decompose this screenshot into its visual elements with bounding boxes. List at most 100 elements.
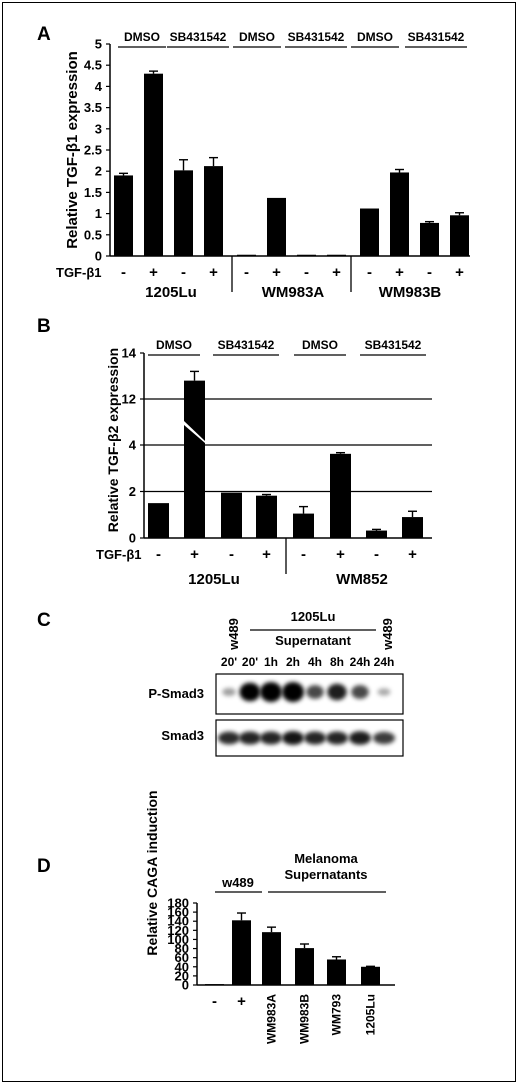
panel-letter-a: A — [37, 24, 51, 45]
panel-b-bar-lower — [184, 425, 205, 538]
panel-a-bar — [174, 170, 193, 256]
panel-d-category-label: 1205Lu — [364, 994, 378, 1035]
panel-a-bar — [237, 254, 256, 256]
panel-a-group-label: SB431542 — [170, 30, 227, 44]
panel-a-treatment-sign: - — [181, 264, 186, 281]
panel-b-bar — [330, 453, 351, 538]
panel-b-group-label: DMSO — [302, 338, 338, 352]
blot-band-smad3 — [218, 731, 240, 745]
blot-timepoint-label: 1h — [264, 655, 278, 669]
panel-b-treatment-sign: + — [408, 546, 417, 563]
panel-b-treatment-sign: - — [374, 546, 379, 563]
panel-a-bar — [297, 254, 316, 256]
panel-b-ytick-label: 4 — [129, 438, 137, 453]
blot-timepoint-label: 20' — [242, 655, 258, 669]
panel-d-ytick-label: 40 — [175, 959, 189, 974]
panel-b-treatment-sign: - — [156, 546, 161, 563]
panel-a-bar — [390, 172, 409, 256]
panel-b-cellline-label: 1205Lu — [188, 571, 240, 588]
blot-header-top: 1205Lu — [291, 609, 336, 624]
panel-b-bar-upper — [184, 380, 205, 441]
panel-a-treatment-sign: - — [121, 264, 126, 281]
panel-d-ytick-label: 0 — [182, 978, 189, 993]
panel-a-treatment-sign: + — [209, 264, 218, 281]
blot-timepoint-label: 20' — [221, 655, 237, 669]
panel-a-treatment-sign: + — [395, 264, 404, 281]
panel-d-group-melanoma: Melanoma Supernatants — [284, 851, 367, 882]
panel-d-ylabel: Relative CAGA induction — [144, 790, 160, 955]
panel-a-treatment-sign: + — [272, 264, 281, 281]
panel-b-bar — [221, 492, 242, 538]
blot-row-label-smad3: Smad3 — [161, 728, 204, 743]
panel-a-ytick-label: 1 — [95, 206, 102, 221]
panel-a-treatment-sign: - — [367, 264, 372, 281]
blot-band-psmad3 — [239, 682, 261, 702]
panel-b-group-label: DMSO — [156, 338, 192, 352]
blot-band-psmad3 — [377, 688, 391, 696]
blot-band-smad3 — [282, 731, 304, 745]
panel-a-treatment-sign: - — [427, 264, 432, 281]
panel-a-ytick-label: 1.5 — [84, 185, 102, 200]
panel-a-bar — [114, 175, 133, 256]
panel-a-cellline-label: WM983A — [262, 284, 325, 301]
panel-b-treatment-sign: + — [190, 546, 199, 563]
panel-d-bar — [205, 984, 224, 985]
panel-a-chart: Relative TGF-β1 expression TGF-β1 0 0.5 1 1… — [56, 30, 470, 301]
panel-a-treatment-label: TGF-β1 — [56, 265, 102, 280]
panel-b-treatment-label: TGF-β1 — [96, 547, 142, 562]
panel-a-bar — [360, 208, 379, 256]
panel-b-treatment-sign: + — [262, 546, 271, 563]
panel-d-bar — [295, 948, 314, 985]
panel-a-group-label: SB431542 — [288, 30, 345, 44]
blot-timepoint-label: 2h — [286, 655, 300, 669]
panel-d-category-label: WM983B — [298, 994, 312, 1044]
panel-b-ylabel: Relative TGF-β2 expression — [105, 348, 121, 532]
blot-band-smad3 — [373, 731, 395, 745]
panel-d-ytick-label: 100 — [167, 932, 189, 947]
panel-d-group-melanoma-line2: Supernatants — [284, 867, 367, 882]
panel-b-group-label: SB431542 — [218, 338, 275, 352]
panel-a-ytick-label: 5 — [95, 37, 102, 52]
panel-a-bar — [144, 73, 163, 257]
panel-a-treatment-sign: + — [455, 264, 464, 281]
panel-b-ytick-label: 14 — [122, 346, 137, 361]
panel-a-ytick-label: 2.5 — [84, 143, 102, 158]
panel-d-ytick-label: 160 — [167, 905, 189, 920]
panel-d-ytick-label: 140 — [167, 914, 189, 929]
panel-d-group-w489: w489 — [221, 875, 254, 890]
panel-b-bar — [293, 513, 314, 538]
panel-b-treatment-sign: - — [229, 546, 234, 563]
panel-a-ytick-label: 0 — [95, 249, 102, 264]
blot-band-psmad3 — [327, 683, 347, 701]
panel-a-ytick-label: 4 — [95, 79, 103, 94]
panel-a-bar — [420, 222, 439, 256]
panel-d-chart: Relative CAGA induction w489 Melanoma Sup… — [144, 790, 395, 1044]
panel-d-category-label: - — [212, 993, 217, 1010]
panel-a-cellline-label: WM983B — [379, 284, 442, 301]
panel-a-bar — [327, 254, 346, 256]
blot-band-psmad3 — [260, 682, 282, 702]
panel-d-ytick-label: 120 — [167, 923, 189, 938]
blot-timepoint-label: 24h — [350, 655, 371, 669]
blot-band-smad3 — [239, 731, 261, 745]
panel-d-bar — [262, 932, 281, 985]
panel-b-bar — [366, 530, 387, 538]
panel-a-ytick-label: 0.5 — [84, 227, 102, 242]
blot-timepoint-label: 24h — [374, 655, 395, 669]
blot-band-smad3 — [349, 731, 371, 745]
panel-a-ytick-label: 2 — [95, 164, 102, 179]
blot-right-control-label: w489 — [380, 618, 395, 651]
blot-left-control-label: w489 — [226, 618, 241, 651]
panel-a-treatment-sign: - — [304, 264, 309, 281]
panel-letter-b: B — [37, 316, 51, 337]
panel-a-bar — [267, 197, 286, 256]
panel-b-group-label: SB431542 — [365, 338, 422, 352]
panel-a-treatment-sign: + — [149, 264, 158, 281]
panel-a-bar — [204, 166, 223, 256]
panel-a-treatment-sign: + — [332, 264, 341, 281]
panel-letter-c: C — [37, 610, 51, 631]
panel-d-group-melanoma-line: Melanoma — [294, 851, 358, 866]
panel-b-treatment-sign: + — [336, 546, 345, 563]
blot-band-smad3 — [326, 731, 348, 745]
